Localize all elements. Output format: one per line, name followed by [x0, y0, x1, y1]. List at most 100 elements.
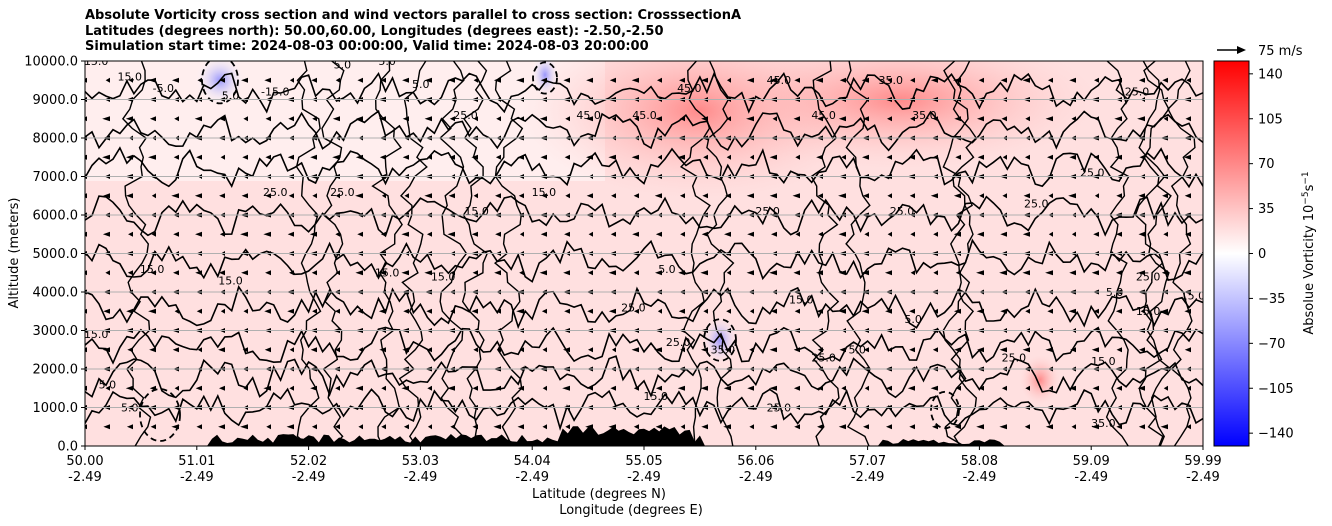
wind-vector: [355, 270, 363, 276]
wind-vector: [1068, 385, 1076, 391]
contour-label: 25.0: [453, 109, 478, 122]
x-tick-label-longitude: -2.49: [851, 470, 885, 485]
contour-label: 25.0: [1024, 197, 1049, 210]
wind-vector: [264, 77, 271, 83]
wind-vector: [864, 231, 869, 237]
wind-vector: [839, 77, 846, 83]
wind-vector: [611, 116, 616, 122]
wind-vector: [125, 154, 133, 160]
wind-vector: [978, 77, 984, 83]
wind-vector: [472, 385, 478, 391]
wind-vector: [493, 424, 501, 430]
wind-vector: [541, 193, 547, 199]
wind-vector: [287, 308, 294, 314]
quiver-key-arrow-head: [1237, 46, 1246, 54]
wind-vector: [355, 385, 363, 391]
contour-line-negative: [139, 388, 181, 442]
wind-vector: [608, 154, 616, 160]
wind-vector: [194, 116, 202, 122]
wind-vector: [1094, 193, 1099, 199]
wind-vector: [563, 270, 570, 276]
wind-vector: [795, 154, 800, 160]
wind-vector: [1022, 231, 1030, 237]
contour-label: 15.0: [464, 205, 489, 218]
wind-vector: [381, 193, 386, 199]
field-upper-left: [85, 61, 605, 181]
wind-vector: [817, 385, 823, 391]
wind-vector: [1091, 347, 1099, 353]
wind-vector: [401, 385, 409, 391]
wind-vector: [311, 77, 317, 83]
wind-vector: [932, 424, 938, 430]
wind-vector: [1069, 270, 1076, 276]
wind-vector: [930, 193, 938, 199]
wind-vector: [1137, 116, 1145, 122]
wind-vector: [677, 154, 685, 160]
contour-label: 35.0: [711, 344, 736, 357]
x-axis-label-longitude: Longitude (degrees E): [559, 503, 703, 518]
x-tick-label-latitude: 52.02: [290, 454, 327, 469]
wind-vector: [861, 270, 869, 276]
wind-vector: [838, 424, 846, 430]
wind-vector: [220, 154, 225, 160]
wind-vector: [1138, 231, 1145, 237]
wind-vector: [1184, 308, 1191, 314]
contour-label: 45.0: [632, 109, 657, 122]
wind-vector: [219, 77, 225, 83]
wind-vector: [932, 116, 938, 122]
wind-vector: [1137, 385, 1145, 391]
wind-vector: [128, 77, 133, 83]
wind-vector: [1048, 193, 1053, 199]
wind-vector: [746, 270, 754, 276]
wind-vector: [932, 347, 938, 353]
wind-vector: [332, 116, 340, 122]
wind-vector: [243, 308, 248, 314]
wind-vector: [517, 385, 524, 391]
wind-vector: [1048, 231, 1053, 237]
wind-vector: [541, 308, 547, 314]
wind-vector: [564, 231, 570, 237]
wind-vector: [241, 193, 248, 199]
wind-vector: [886, 385, 892, 391]
wind-vector: [955, 154, 961, 160]
wind-vector: [817, 424, 823, 430]
wind-vector: [701, 424, 708, 430]
contour-label: 45.0: [677, 82, 702, 95]
wind-vector: [379, 270, 386, 276]
wind-vector: [85, 77, 87, 83]
y-tick-label: 4000.0: [33, 286, 79, 301]
wind-vector: [817, 116, 823, 122]
wind-vector: [726, 270, 731, 276]
terrain-silhouette: [85, 426, 1203, 446]
contour-label: 15.0: [375, 267, 400, 280]
wind-vector: [449, 154, 455, 160]
wind-vector: [171, 77, 179, 83]
wind-vector: [85, 424, 87, 430]
wind-vector: [680, 231, 685, 237]
wind-vector: [105, 77, 110, 83]
wind-vector: [379, 347, 386, 353]
wind-vector: [887, 193, 892, 199]
wind-vector: [724, 231, 731, 237]
wind-vector: [586, 154, 593, 160]
wind-vector: [1069, 154, 1076, 160]
wind-vector: [885, 308, 892, 314]
wind-vector: [1161, 270, 1168, 276]
contour-label: 15.0: [1136, 305, 1161, 318]
wind-vector: [655, 116, 662, 122]
wind-vector: [1000, 231, 1007, 237]
wind-vector: [953, 193, 961, 199]
wind-vector: [1091, 270, 1099, 276]
x-tick-label-latitude: 53.03: [402, 454, 439, 469]
wind-vector: [586, 193, 593, 199]
wind-vector: [378, 308, 386, 314]
wind-vector: [539, 116, 547, 122]
wind-vector: [863, 424, 869, 430]
wind-vector: [633, 424, 639, 430]
x-tick-label-latitude: 59.09: [1073, 454, 1110, 469]
y-axis-label: Altitude (meters): [7, 198, 22, 309]
wind-vector: [910, 231, 915, 237]
x-tick-label-longitude: -2.49: [515, 470, 549, 485]
wind-vector: [103, 193, 110, 199]
y-tick-label: 8000.0: [33, 132, 79, 147]
